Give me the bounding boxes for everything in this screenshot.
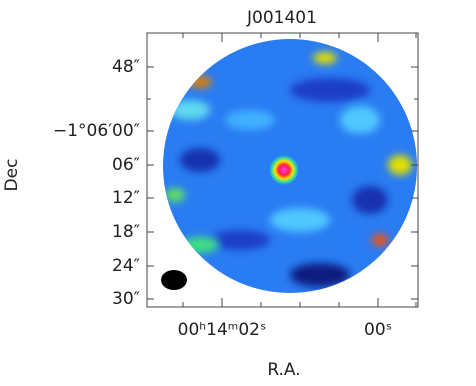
y-tick-label: −1°06′00″: [53, 121, 140, 141]
frame: [146, 32, 419, 308]
y-tick-label: 12″: [112, 188, 140, 208]
title: J001401: [246, 8, 317, 28]
x-axis-label: R.A.: [267, 360, 300, 380]
y-tick-label: 48″: [112, 57, 140, 77]
x-ticks: 00ʰ14ᵐ02ˢ 00ˢ: [178, 33, 417, 340]
intensity-map: [163, 39, 417, 293]
y-ticks: 48″ −1°06′00″ 06″ 12″ 18″ 24″ 30″: [53, 57, 418, 309]
y-tick-label: 30″: [112, 289, 140, 309]
x-tick-label: 00ʰ14ᵐ02ˢ: [178, 320, 267, 340]
y-tick-label: 06″: [112, 155, 140, 175]
x-tick-label: 00ˢ: [364, 320, 392, 340]
y-tick-label: 18″: [112, 222, 140, 242]
y-axis-label: Dec: [2, 159, 22, 192]
y-tick-label: 24″: [112, 256, 140, 276]
beam: [161, 270, 187, 290]
